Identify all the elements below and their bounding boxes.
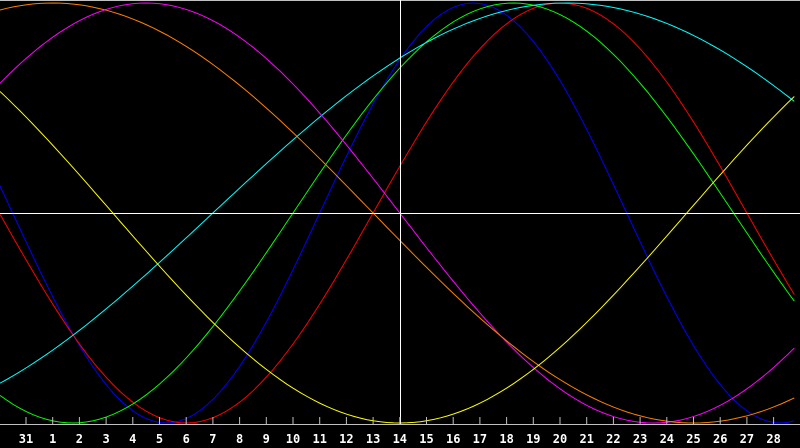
series-curves: [0, 2, 795, 424]
x-tick-label: 27: [740, 432, 754, 446]
series-line-5: [0, 2, 795, 424]
x-axis-ticks: 31 1 2 3 4 5 6 7 8 9 10 11 12 13 14 15 16 17 18 19 20 21 22 23 2…: [19, 417, 781, 446]
x-tick-label: 31: [19, 432, 33, 446]
x-tick-label: 15: [419, 432, 433, 446]
x-tick-label: 21: [579, 432, 593, 446]
x-tick-label: 16: [446, 432, 460, 446]
x-tick-label: 5: [156, 432, 163, 446]
x-tick-label: 7: [209, 432, 216, 446]
x-tick-label: 13: [366, 432, 380, 446]
x-tick-label: 9: [263, 432, 270, 446]
x-tick-label: 11: [312, 432, 326, 446]
x-tick-label: 23: [633, 432, 647, 446]
x-tick-label: 3: [102, 432, 109, 446]
x-tick-label: 2: [76, 432, 83, 446]
x-tick-label: 14: [393, 432, 407, 446]
x-tick-label: 25: [686, 432, 700, 446]
x-tick-label: 19: [526, 432, 540, 446]
x-tick-label: 22: [606, 432, 620, 446]
series-line-1: [0, 2, 795, 424]
x-tick-label: 6: [183, 432, 190, 446]
x-tick-label: 4: [129, 432, 136, 446]
series-line-2: [0, 2, 795, 424]
series-line-0: [0, 2, 795, 424]
x-tick-label: 20: [553, 432, 567, 446]
x-tick-label: 1: [49, 432, 56, 446]
series-line-4: [0, 2, 795, 424]
x-tick-label: 28: [766, 432, 780, 446]
x-tick-label: 24: [660, 432, 674, 446]
x-tick-label: 10: [286, 432, 300, 446]
series-line-3: [0, 2, 795, 384]
x-tick-label: 18: [499, 432, 513, 446]
x-tick-label: 8: [236, 432, 243, 446]
x-tick-label: 26: [713, 432, 727, 446]
x-tick-label: 17: [473, 432, 487, 446]
series-line-6: [0, 91, 795, 424]
x-tick-label: 12: [339, 432, 353, 446]
